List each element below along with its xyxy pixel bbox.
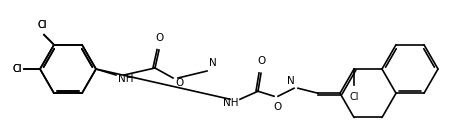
Text: N: N [287, 76, 295, 86]
Text: N: N [209, 58, 217, 68]
Text: O: O [257, 56, 265, 66]
Text: Cl: Cl [37, 20, 47, 30]
Text: NH: NH [118, 74, 133, 84]
Text: NH: NH [222, 98, 238, 108]
Text: O: O [175, 78, 183, 88]
Text: Cl: Cl [13, 64, 22, 74]
Text: O: O [274, 102, 282, 112]
Text: O: O [155, 33, 163, 43]
Text: Cl: Cl [13, 64, 22, 74]
Text: Cl: Cl [349, 92, 359, 102]
Text: Cl: Cl [37, 20, 47, 30]
